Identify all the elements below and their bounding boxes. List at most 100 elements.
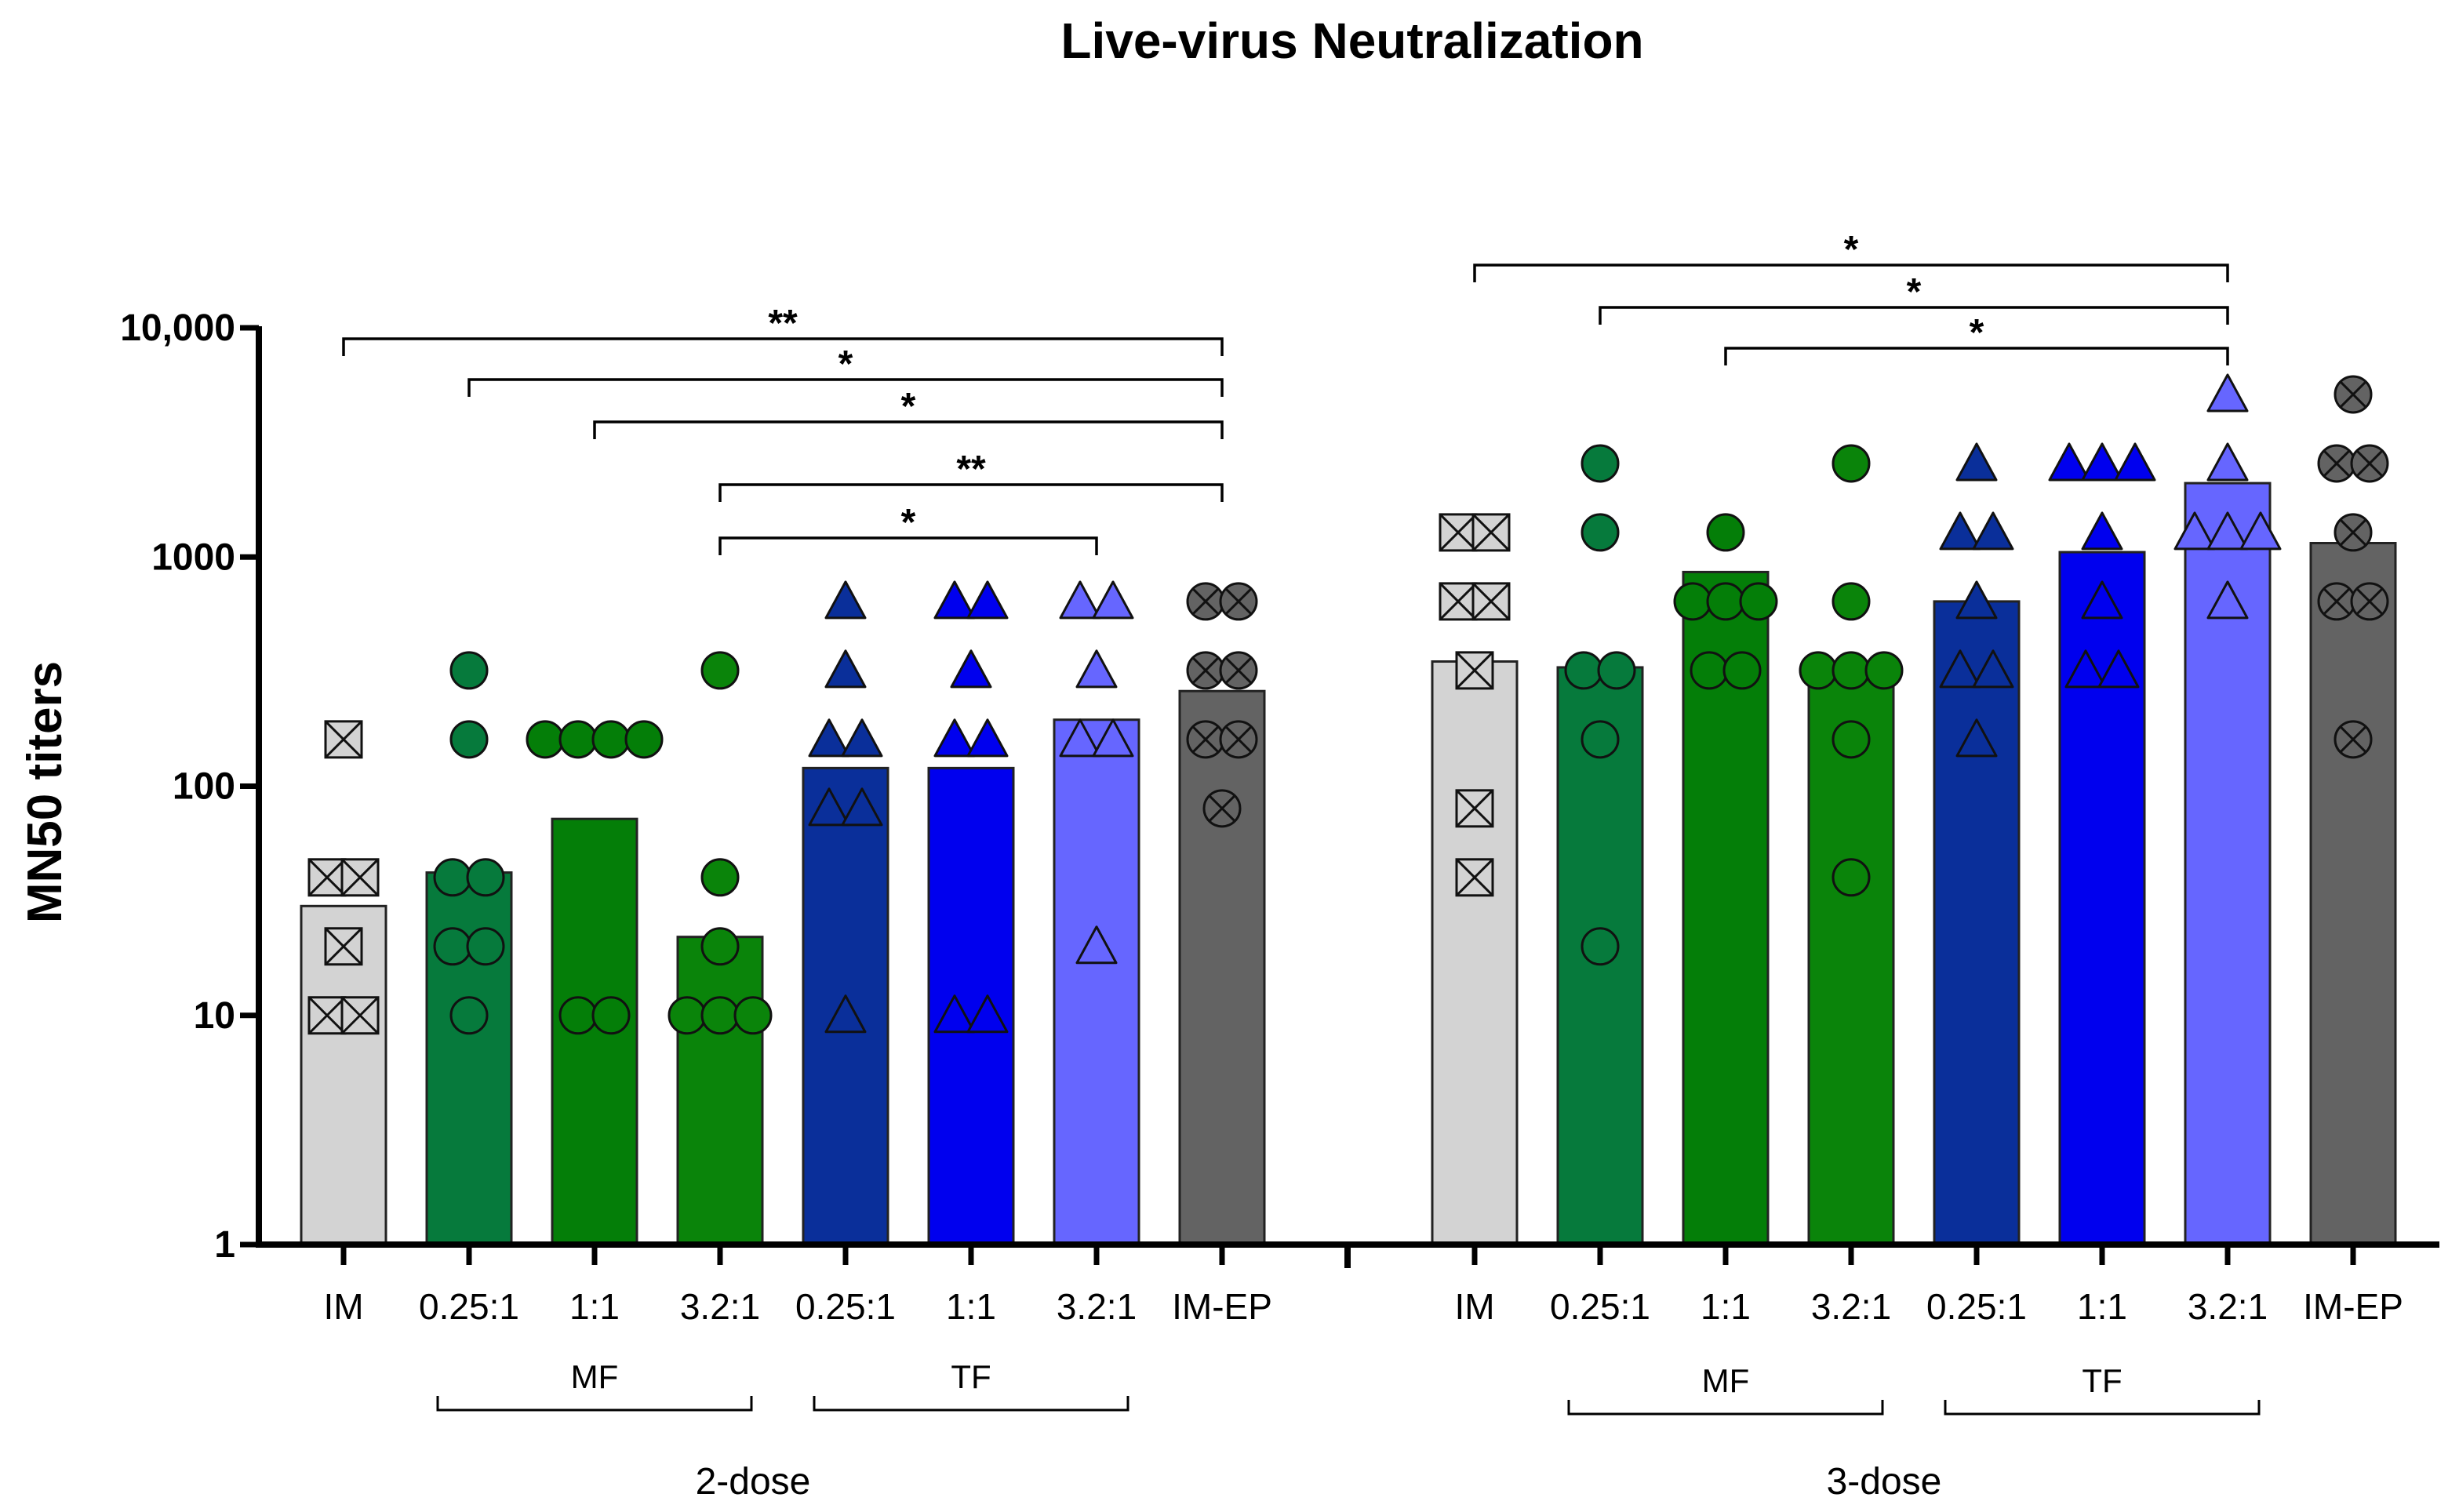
subgroup-bracket bbox=[813, 1396, 1129, 1412]
data-point bbox=[466, 858, 505, 897]
significance-bracket bbox=[593, 420, 1224, 439]
significance-bracket bbox=[1473, 264, 2229, 282]
data-point bbox=[1186, 582, 1225, 621]
significance-bracket bbox=[718, 483, 1224, 502]
dose-group-label: 2-dose bbox=[696, 1461, 811, 1503]
bars bbox=[300, 482, 2397, 1246]
bar bbox=[676, 936, 764, 1246]
data-point bbox=[449, 996, 489, 1035]
bar bbox=[1178, 689, 1266, 1246]
data-point bbox=[1972, 511, 2014, 551]
data-point bbox=[824, 994, 867, 1034]
data-point bbox=[700, 996, 740, 1035]
data-point bbox=[2317, 582, 2356, 621]
data-point bbox=[1219, 720, 1258, 759]
data-point bbox=[591, 996, 631, 1035]
data-point bbox=[324, 927, 363, 966]
data-point bbox=[2334, 720, 2373, 759]
data-point bbox=[824, 580, 867, 620]
x-tick-label: IM-EP bbox=[1172, 1286, 1272, 1327]
chart-title: Live-virus Neutralization bbox=[1060, 13, 1643, 69]
data-point bbox=[2081, 511, 2123, 551]
data-point bbox=[1075, 925, 1118, 965]
bar bbox=[1933, 600, 2021, 1246]
data-point bbox=[2173, 511, 2216, 551]
data-point bbox=[1059, 580, 1101, 620]
data-point bbox=[340, 858, 380, 897]
data-point bbox=[933, 718, 976, 758]
data-point bbox=[2334, 513, 2373, 552]
data-point bbox=[1690, 651, 1729, 690]
data-point bbox=[1202, 789, 1242, 828]
data-point bbox=[2350, 582, 2389, 621]
data-point bbox=[2048, 442, 2090, 482]
data-point bbox=[526, 720, 565, 759]
x-tick-label: IM-EP bbox=[2303, 1286, 2403, 1327]
data-point bbox=[307, 996, 347, 1035]
axes bbox=[240, 325, 2439, 1268]
data-point bbox=[624, 720, 664, 759]
x-tick-label: 1:1 bbox=[1701, 1286, 1751, 1327]
data-point bbox=[2081, 442, 2123, 482]
data-point bbox=[1832, 858, 1871, 897]
x-tick-label: IM bbox=[323, 1286, 363, 1327]
data-point bbox=[808, 718, 850, 758]
data-point bbox=[1972, 649, 2014, 689]
data-point bbox=[950, 649, 992, 689]
x-tick-label: 0.25:1 bbox=[1550, 1286, 1650, 1327]
data-point bbox=[433, 927, 472, 966]
subgroup-label: MF bbox=[1702, 1362, 1750, 1399]
data-point bbox=[2097, 649, 2140, 689]
significance-label: ** bbox=[768, 303, 798, 344]
bar bbox=[1807, 666, 1895, 1246]
data-point bbox=[841, 787, 883, 827]
data-point bbox=[700, 927, 740, 966]
data-point bbox=[1864, 651, 1904, 690]
data-point bbox=[449, 651, 489, 690]
data-point bbox=[558, 720, 598, 759]
significance-bracket bbox=[1724, 347, 2229, 365]
subgroup-label: TF bbox=[2082, 1362, 2122, 1399]
data-point bbox=[1832, 444, 1871, 483]
significance-bracket bbox=[342, 337, 1224, 356]
x-tick-label: 1:1 bbox=[946, 1286, 996, 1327]
data-point bbox=[1706, 582, 1745, 621]
subgroup-label: MF bbox=[571, 1358, 619, 1395]
data-point bbox=[1955, 718, 1998, 758]
bar bbox=[1053, 718, 1140, 1246]
data-point bbox=[1471, 513, 1511, 552]
data-point bbox=[1092, 718, 1134, 758]
data-point bbox=[1581, 720, 1620, 759]
data-point bbox=[1471, 582, 1511, 621]
data-point bbox=[1832, 651, 1871, 690]
bar bbox=[1431, 660, 1519, 1246]
data-point bbox=[1075, 649, 1118, 689]
data-point bbox=[1059, 718, 1101, 758]
significance-bracket bbox=[718, 536, 1098, 555]
data-point bbox=[2239, 511, 2282, 551]
data-point bbox=[1939, 511, 1981, 551]
data-point bbox=[1439, 513, 1478, 552]
data-point bbox=[700, 651, 740, 690]
data-point bbox=[966, 718, 1009, 758]
significance-label: * bbox=[901, 386, 916, 427]
data-point bbox=[2206, 580, 2249, 620]
significance-label: * bbox=[838, 343, 853, 385]
data-point bbox=[1455, 858, 1494, 897]
x-tick-label: 0.25:1 bbox=[1926, 1286, 2027, 1327]
data-point bbox=[2064, 649, 2107, 689]
subgroup-bracket bbox=[436, 1396, 753, 1412]
data-point bbox=[1581, 444, 1620, 483]
data-point bbox=[1439, 582, 1478, 621]
x-tick-label: 3.2:1 bbox=[1057, 1286, 1137, 1327]
data-point bbox=[966, 994, 1009, 1034]
data-point bbox=[307, 858, 347, 897]
x-tick-label: 3.2:1 bbox=[680, 1286, 760, 1327]
bar bbox=[2058, 551, 2146, 1246]
axis-labels: 1 10 100 1000 10,000 IM 0.25:1 1:1 3.2:1 0.25:1 1:… bbox=[120, 307, 2403, 1503]
data-point bbox=[1799, 651, 1838, 690]
x-tick-label: 3.2:1 bbox=[2188, 1286, 2268, 1327]
data-point bbox=[340, 996, 380, 1035]
data-point bbox=[1832, 582, 1871, 621]
